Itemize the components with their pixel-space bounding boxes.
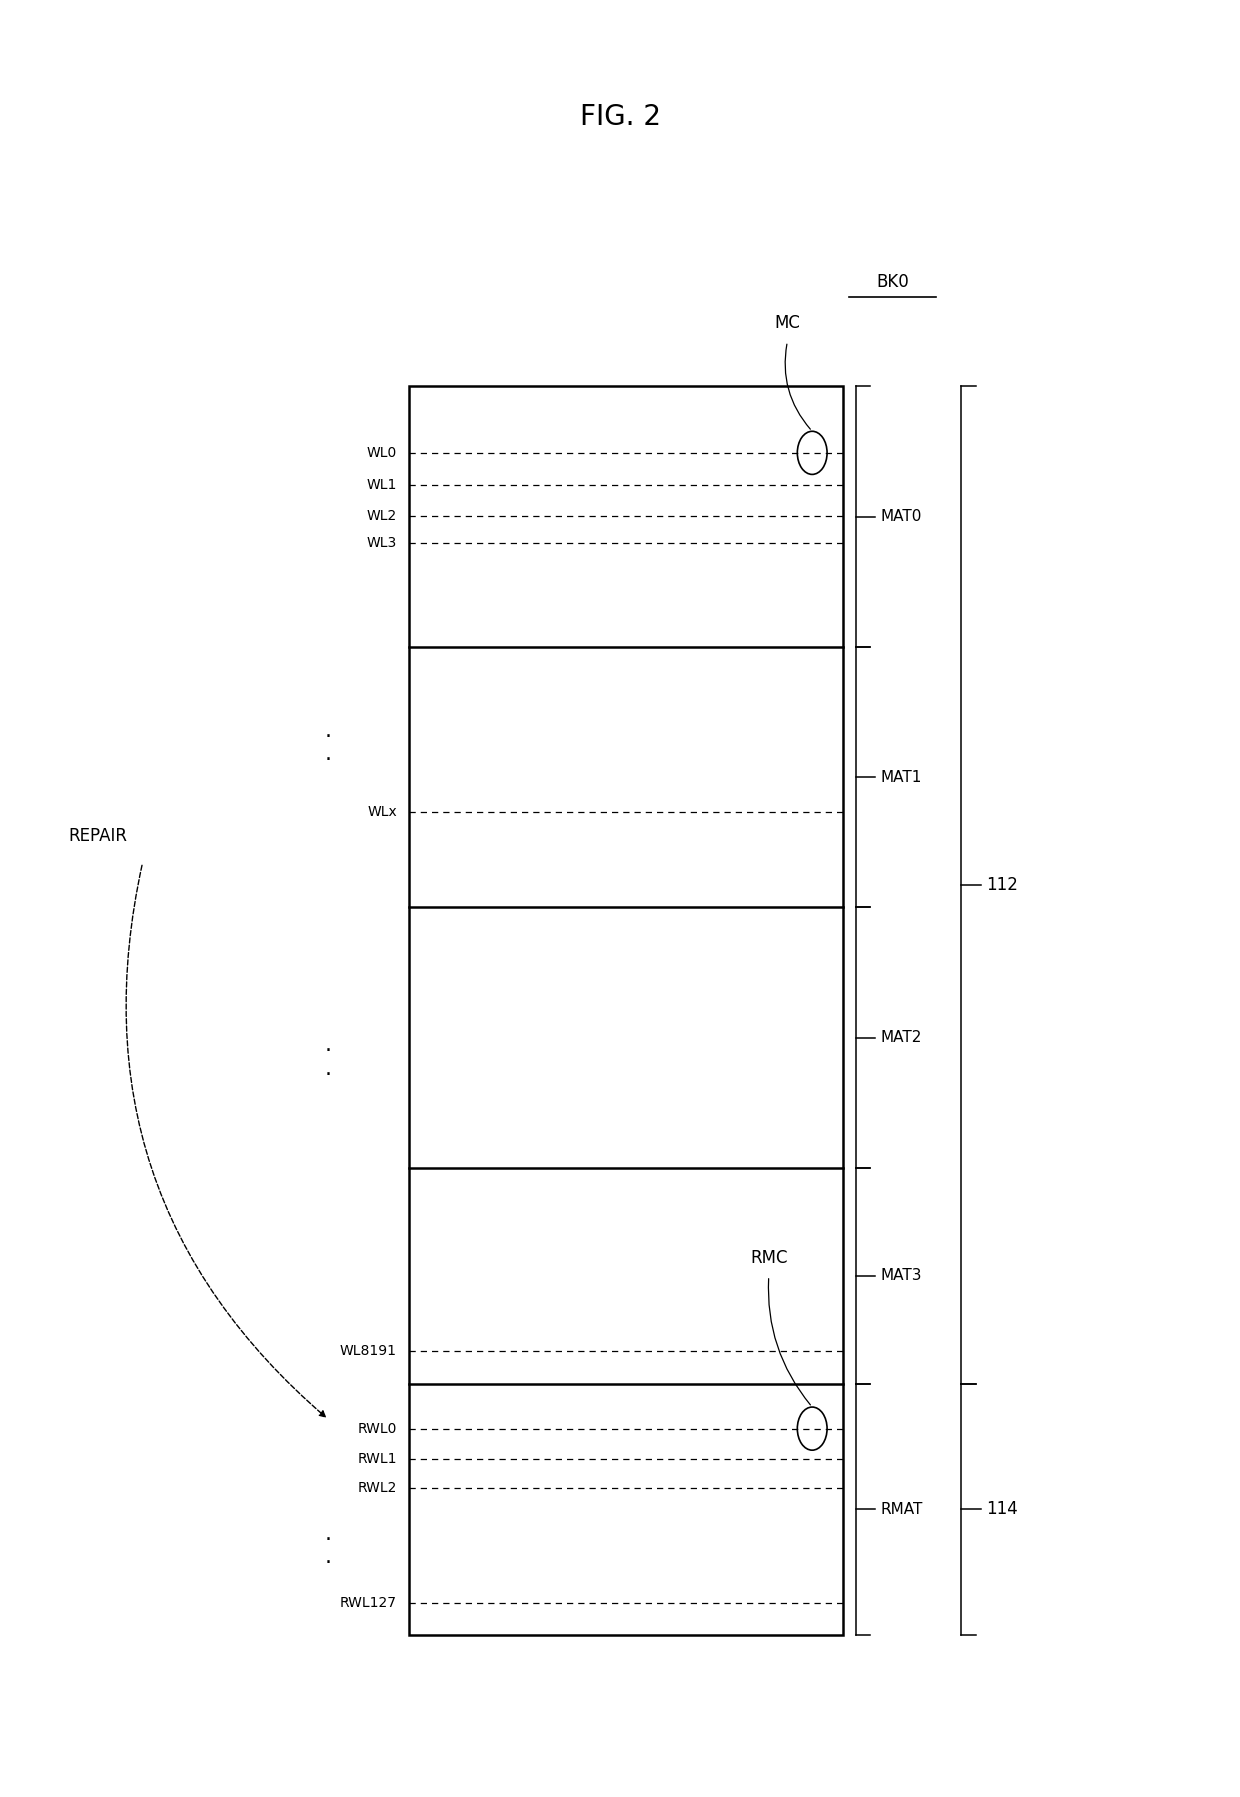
Text: MAT1: MAT1	[880, 769, 921, 785]
Text: ·: ·	[325, 749, 332, 771]
Text: ·: ·	[325, 1040, 332, 1062]
Text: REPAIR: REPAIR	[68, 827, 128, 845]
Text: WL3: WL3	[367, 536, 397, 550]
Text: ·: ·	[325, 1529, 332, 1551]
Text: 112: 112	[986, 875, 1018, 895]
Text: WLx: WLx	[367, 805, 397, 819]
Text: RWL1: RWL1	[357, 1452, 397, 1466]
Text: MAT2: MAT2	[880, 1030, 921, 1046]
Text: WL0: WL0	[367, 446, 397, 460]
Text: WL8191: WL8191	[340, 1344, 397, 1359]
Text: ·: ·	[325, 1553, 332, 1574]
Text: RWL0: RWL0	[357, 1421, 397, 1436]
Text: WL2: WL2	[367, 509, 397, 523]
Text: RMAT: RMAT	[880, 1502, 923, 1517]
Text: RWL127: RWL127	[340, 1596, 397, 1610]
Text: FIG. 2: FIG. 2	[579, 102, 661, 131]
Text: ·: ·	[325, 726, 332, 748]
Text: MC: MC	[775, 314, 800, 332]
Text: WL1: WL1	[367, 478, 397, 492]
Bar	[409, 386, 843, 1635]
Text: 114: 114	[986, 1500, 1018, 1518]
Text: RWL2: RWL2	[357, 1481, 397, 1495]
Text: RMC: RMC	[750, 1249, 787, 1267]
Text: MAT3: MAT3	[880, 1269, 921, 1283]
Text: MAT0: MAT0	[880, 509, 921, 525]
Text: ·: ·	[325, 1064, 332, 1085]
Text: BK0: BK0	[877, 273, 909, 291]
